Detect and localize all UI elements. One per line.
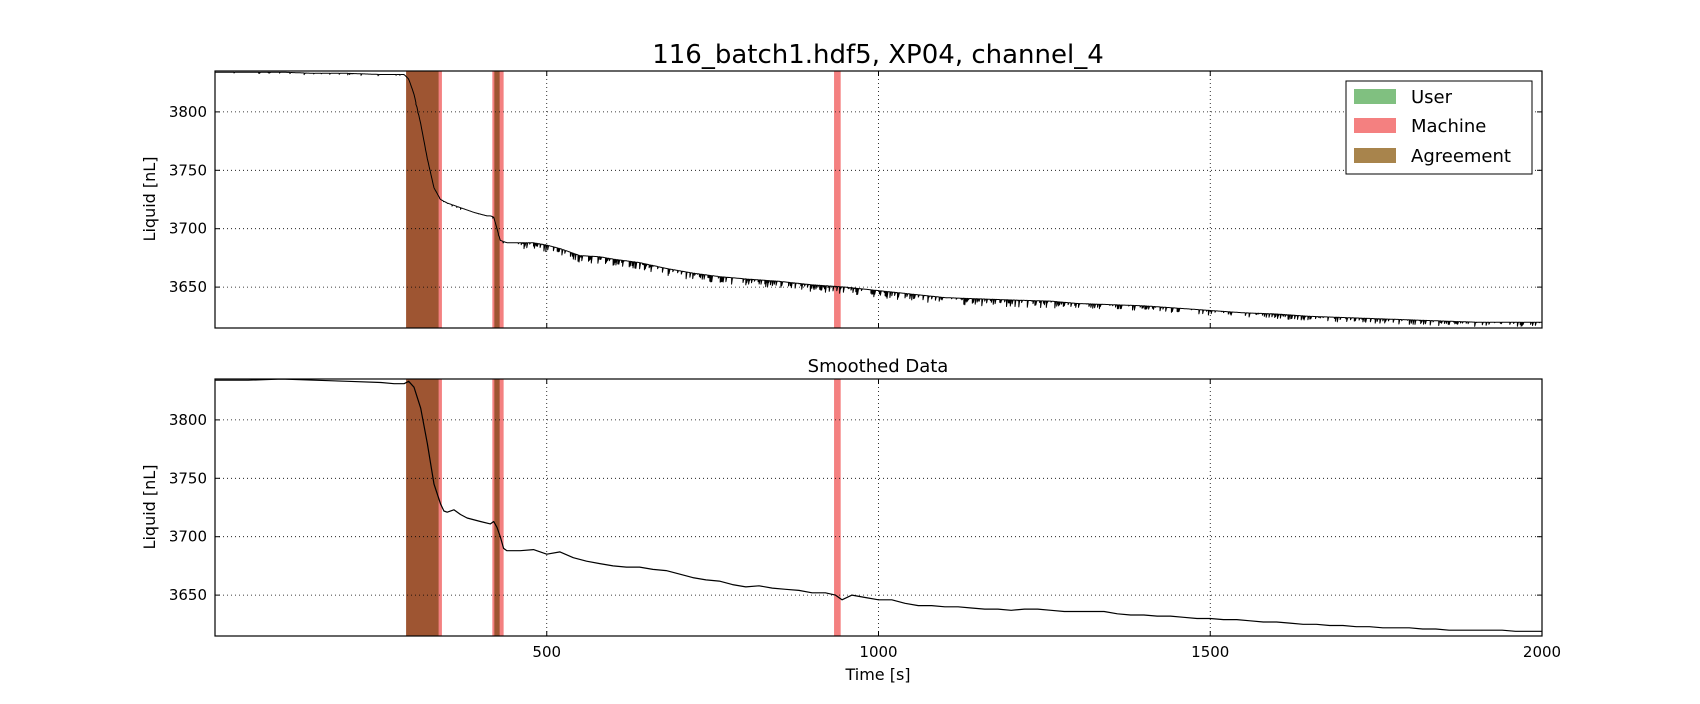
machine-span (834, 71, 841, 328)
plot-area (215, 71, 1542, 328)
y-axis-label: Liquid [nL] (140, 465, 159, 550)
y-tick-label: 3750 (169, 469, 207, 487)
legend: User Machine Agreement (1345, 80, 1533, 175)
y-tick-label: 3700 (169, 220, 207, 238)
chart-title: 116_batch1.hdf5, XP04, channel_4 (652, 40, 1104, 70)
x-tick-label: 2000 (1523, 643, 1561, 661)
machine-span (834, 379, 841, 636)
agreement-span (494, 71, 500, 328)
x-tick-label: 500 (532, 643, 561, 661)
y-tick-label: 3800 (169, 411, 207, 429)
legend-label-user: User (1411, 87, 1453, 108)
y-tick-label: 3650 (169, 586, 207, 604)
y-axis-label: Liquid [nL] (140, 157, 159, 242)
y-tick-label: 3800 (169, 103, 207, 121)
series-line (215, 379, 1542, 632)
agreement-span (406, 71, 439, 328)
x-tick-label: 1000 (859, 643, 897, 661)
x-tick-label: 1500 (1191, 643, 1229, 661)
agreement-span (406, 379, 439, 636)
legend-swatch-user (1354, 89, 1396, 104)
legend-label-machine: Machine (1411, 116, 1486, 137)
agreement-span (494, 379, 500, 636)
series-line (215, 71, 1542, 327)
y-tick-label: 3750 (169, 161, 207, 179)
subplot-title: Smoothed Data (808, 356, 949, 377)
legend-swatch-machine (1354, 118, 1396, 133)
y-tick-label: 3700 (169, 528, 207, 546)
y-tick-label: 3650 (169, 278, 207, 296)
legend-label-agreement: Agreement (1411, 146, 1511, 167)
x-axis-label: Time [s] (844, 665, 910, 684)
plot-area (215, 379, 1542, 636)
legend-swatch-agreement (1354, 148, 1396, 163)
